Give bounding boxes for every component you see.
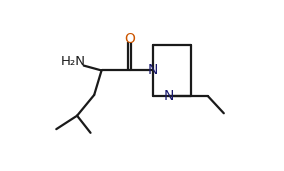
Text: O: O	[124, 32, 135, 46]
Text: H₂N: H₂N	[61, 55, 86, 68]
Text: N: N	[164, 89, 174, 103]
Text: N: N	[148, 63, 158, 77]
